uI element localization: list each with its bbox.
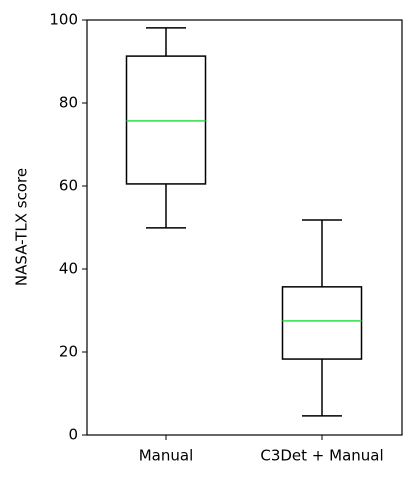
y-tick-label: 40 [59,260,78,278]
y-tick-label: 80 [59,94,78,112]
y-axis-label: NASA-TLX score [13,168,31,286]
x-tick-label: Manual [139,447,194,465]
y-tick-label: 100 [49,11,78,29]
box [281,286,363,360]
plot-frame [86,19,403,436]
y-tick-label: 60 [59,177,78,195]
y-tick-label: 0 [68,426,78,444]
y-tick-label: 20 [59,343,78,361]
x-tick-label: C3Det + Manual [260,447,383,465]
box [125,55,207,185]
